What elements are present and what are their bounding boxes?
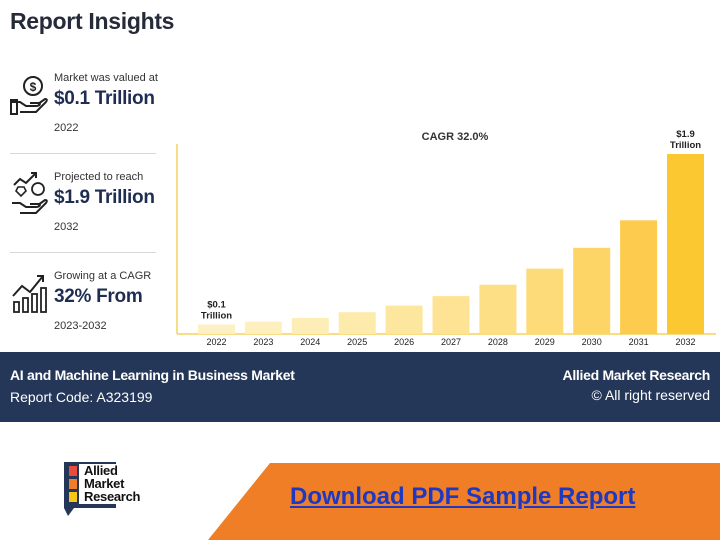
x-tick-label: 2029: [535, 337, 555, 347]
bar: [526, 268, 564, 334]
bar: [620, 220, 658, 334]
stat-cagr: Growing at a CAGR 32% From 2023-2032: [10, 258, 156, 352]
stat-label: Projected to reach: [54, 171, 144, 183]
x-tick-label: 2024: [300, 337, 320, 347]
market-name: AI and Machine Learning in Business Mark…: [10, 367, 295, 383]
bar: [479, 284, 517, 334]
x-tick-label: 2025: [347, 337, 367, 347]
stat-projected-value: Projected to reach $1.9 Trillion 2032: [10, 159, 156, 253]
download-section: Allied Market Research Download PDF Samp…: [0, 422, 720, 540]
report-code: Report Code: A323199: [10, 389, 153, 405]
bar: [338, 312, 376, 334]
bar: [573, 247, 611, 334]
bar: [667, 154, 704, 334]
bar: [432, 296, 470, 334]
x-tick-label: 2023: [253, 337, 273, 347]
data-label: $0.1: [207, 300, 226, 311]
stat-year: 2023-2032: [54, 320, 107, 332]
data-label: Trillion: [670, 140, 701, 151]
brand-name: Allied Market Research: [562, 367, 711, 383]
stat-value: 32% From: [54, 286, 143, 307]
logo-line: Research: [84, 489, 141, 504]
svg-text:$: $: [30, 80, 37, 94]
stat-year: 2022: [54, 122, 79, 134]
company-logo: Allied Market Research: [64, 462, 174, 522]
x-tick-label: 2032: [675, 337, 695, 347]
bar: [198, 324, 235, 334]
divider: [10, 153, 156, 154]
logo-text: Allied Market Research: [84, 464, 140, 503]
bar: [244, 321, 282, 334]
data-label: Trillion: [201, 311, 232, 322]
x-tick-label: 2031: [629, 337, 649, 347]
orange-banner: [208, 463, 720, 540]
logo-mark: [64, 462, 144, 516]
stat-label: Growing at a CAGR: [54, 270, 152, 282]
growth-chart-icon: [12, 275, 47, 313]
stat-year: 2032: [54, 221, 79, 233]
bar: [385, 305, 423, 334]
divider: [10, 252, 156, 253]
money-hand-icon: $: [10, 76, 48, 115]
bar-chart: 2022 2023 2024 2025 2026 2027 2028 2029 2030 2031…: [176, 129, 716, 347]
stat-label: Market was valued at: [54, 72, 158, 84]
x-tick-label: 2022: [206, 337, 226, 347]
bar: [291, 317, 329, 334]
x-tick-label: 2028: [488, 337, 508, 347]
footer-bar: AI and Machine Learning in Business Mark…: [0, 352, 720, 422]
stat-market-value: $ Market was valued at $0.1 Trillion 202…: [10, 60, 158, 154]
x-tick-label: 2027: [441, 337, 461, 347]
infographic: Report Insights $ Market was valued at $…: [10, 8, 716, 352]
page-title: Report Insights: [10, 8, 175, 34]
logo-line: Market: [84, 476, 125, 491]
growth-hand-icon: [12, 172, 48, 214]
download-pdf-link[interactable]: Download PDF Sample Report: [290, 483, 636, 510]
x-tick-label: 2026: [394, 337, 414, 347]
data-label: $1.9: [676, 129, 695, 140]
cagr-annotation: CAGR 32.0%: [422, 131, 489, 143]
stat-value: $1.9 Trillion: [54, 187, 155, 208]
x-tick-label: 2030: [582, 337, 602, 347]
stat-value: $0.1 Trillion: [54, 88, 155, 109]
rights-text: © All right reserved: [591, 387, 710, 403]
logo-line: Allied: [84, 463, 118, 478]
